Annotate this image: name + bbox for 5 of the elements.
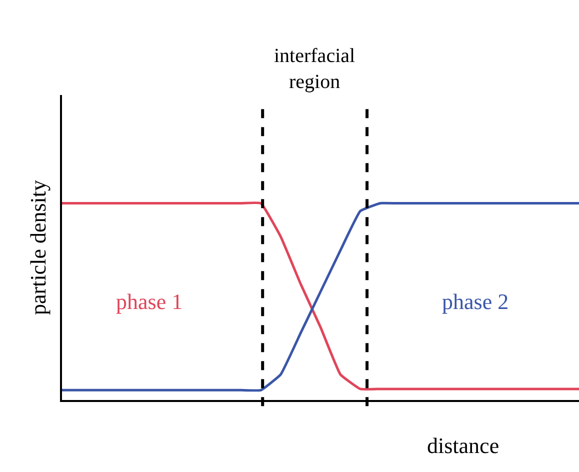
text: phase 1 xyxy=(116,289,183,314)
y-axis-title: particle density xyxy=(25,180,50,316)
text: interfacial region xyxy=(274,45,356,93)
x-axis-title: distance xyxy=(427,433,500,458)
text: phase 2 xyxy=(442,289,509,314)
